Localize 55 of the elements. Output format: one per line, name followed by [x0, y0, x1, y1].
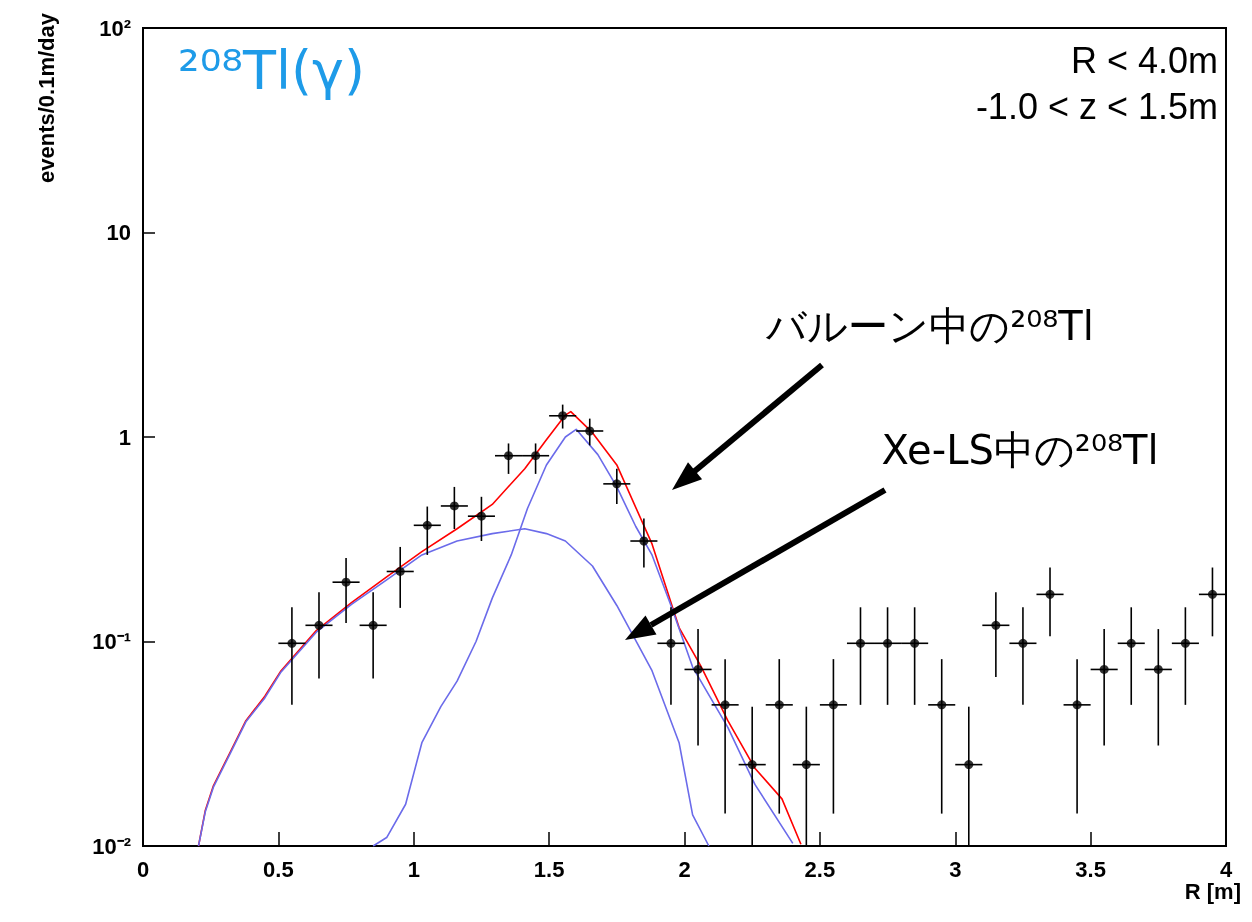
point [856, 638, 865, 648]
point [1018, 638, 1028, 648]
point [314, 620, 324, 630]
x-tick-label: 0 [136, 856, 150, 882]
point [801, 760, 811, 770]
y-axis-title: events/0.1m/day [33, 12, 59, 183]
point [828, 700, 838, 710]
chart-title: ²⁰⁸Tl(γ) [178, 38, 366, 102]
point [774, 700, 784, 710]
point [991, 620, 1001, 630]
x-tick-label: 1.5 [533, 856, 565, 882]
x-tick-label: 2 [678, 856, 691, 882]
point [639, 536, 649, 546]
point [1045, 589, 1055, 599]
point [693, 664, 703, 674]
x-tick-label: 0.5 [263, 856, 294, 882]
point [476, 511, 486, 521]
point [720, 700, 730, 710]
point [612, 479, 622, 489]
y-tick-label: 1 [118, 424, 131, 450]
point [531, 451, 541, 461]
point [883, 638, 893, 648]
point [395, 566, 405, 576]
y-tick-label: 10 [106, 220, 131, 245]
point [341, 577, 351, 587]
y-tick-label: 10⁻¹ [92, 629, 131, 654]
line-series [197, 410, 802, 847]
y-tick-label: 10² [99, 15, 131, 41]
point [1207, 589, 1217, 599]
point [287, 638, 297, 648]
point [747, 760, 757, 770]
point [1099, 664, 1109, 674]
point [504, 451, 514, 461]
point [1180, 638, 1190, 648]
annotation: R < 4.0m [1070, 39, 1218, 81]
annotation: -1.0 < z < 1.5m [975, 85, 1218, 127]
annotation: バルーン中の²⁰⁸Tl [765, 303, 1094, 349]
y-tick-label: 10⁻² [92, 833, 131, 859]
point [449, 501, 459, 511]
point [1126, 638, 1136, 648]
point [585, 426, 595, 436]
point [1072, 700, 1082, 710]
point [422, 520, 432, 530]
point [964, 760, 974, 770]
point [937, 700, 947, 710]
annotation: Xe-LS中の²⁰⁸Tl [881, 427, 1159, 473]
point [558, 411, 568, 421]
point [666, 638, 676, 648]
x-tick-label: 3.5 [1075, 856, 1106, 882]
point [1153, 664, 1163, 674]
point [910, 638, 920, 648]
x-tick-label: 2.5 [804, 856, 836, 882]
x-tick-label: 3 [949, 856, 962, 882]
x-tick-label: 1 [407, 856, 420, 882]
point [368, 620, 378, 630]
